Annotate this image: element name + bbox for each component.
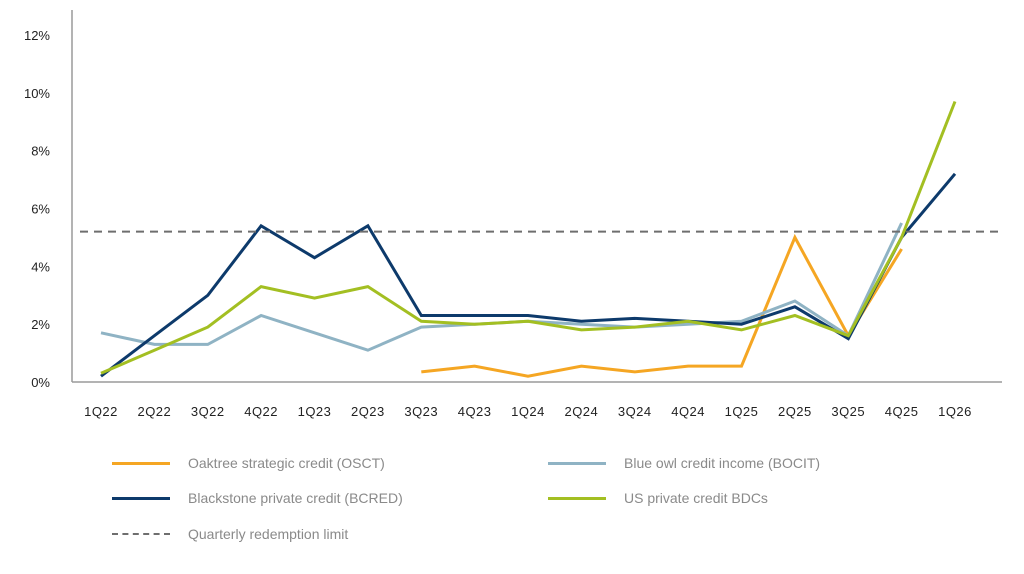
y-tick-label: 8% (31, 144, 50, 159)
legend-label: Quarterly redemption limit (188, 526, 349, 542)
legend-item-bcred: Blackstone private credit (BCRED) (112, 490, 403, 506)
legend-item-osct: Oaktree strategic credit (OSCT) (112, 455, 385, 471)
legend-item-bocit: Blue owl credit income (BOCIT) (548, 455, 820, 471)
x-tick-label: 2Q23 (351, 404, 385, 419)
y-tick-label: 4% (31, 259, 50, 274)
legend-swatch (112, 461, 170, 465)
x-tick-label: 4Q22 (244, 404, 278, 419)
x-tick-label: 2Q24 (564, 404, 598, 419)
x-tick-label: 1Q22 (84, 404, 118, 419)
legend-swatch (548, 496, 606, 500)
x-tick-label: 1Q25 (725, 404, 759, 419)
x-tick-label: 1Q24 (511, 404, 545, 419)
x-tick-label: 4Q25 (885, 404, 919, 419)
legend-label: Blue owl credit income (BOCIT) (624, 455, 821, 471)
legend-label: Blackstone private credit (BCRED) (188, 490, 403, 506)
x-tick-label: 1Q26 (938, 404, 972, 419)
legend-label: US private credit BDCs (624, 490, 768, 506)
legend-swatch (548, 461, 606, 465)
series-line-2 (100, 172, 957, 378)
y-tick-label: 2% (31, 317, 50, 332)
x-tick-label: 2Q22 (137, 404, 171, 419)
legend-label: Oaktree strategic credit (OSCT) (188, 455, 385, 471)
y-tick-label: 12% (24, 28, 50, 43)
x-tick-label: 3Q23 (404, 404, 438, 419)
x-tick-label: 4Q23 (458, 404, 492, 419)
x-tick-label: 3Q22 (191, 404, 225, 419)
x-tick-label: 4Q24 (671, 404, 705, 419)
series-line-3 (100, 100, 957, 375)
series-line-0 (421, 233, 903, 378)
legend-swatch (112, 496, 170, 500)
y-tick-label: 6% (31, 202, 50, 217)
series-line-1 (100, 222, 903, 352)
y-tick-label: 10% (24, 86, 50, 101)
legend-item-bdcs: US private credit BDCs (548, 490, 768, 506)
x-tick-label: 1Q23 (298, 404, 332, 419)
x-tick-label: 3Q24 (618, 404, 652, 419)
x-tick-label: 3Q25 (831, 404, 865, 419)
legend-swatch (112, 533, 170, 535)
y-tick-label: 0% (31, 375, 50, 390)
legend-item-limit: Quarterly redemption limit (112, 526, 348, 542)
x-tick-label: 2Q25 (778, 404, 812, 419)
